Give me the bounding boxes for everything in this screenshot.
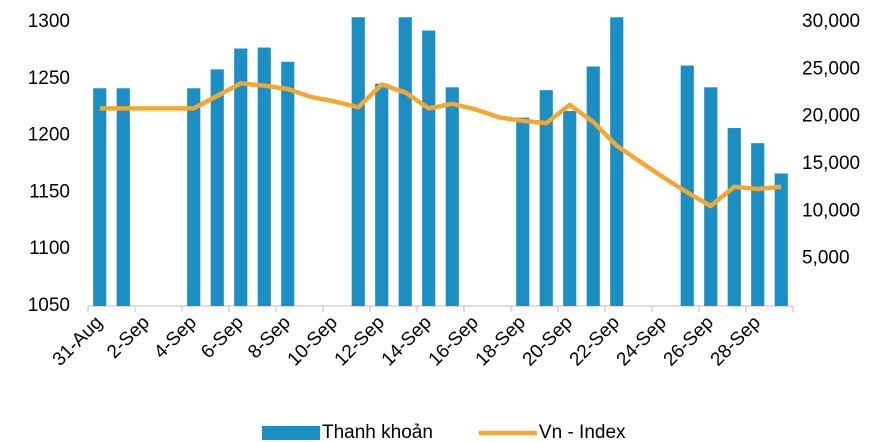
bar xyxy=(610,17,624,307)
bar xyxy=(445,87,459,306)
y2-tick-label: 5,000 xyxy=(802,248,850,269)
bar xyxy=(727,128,741,306)
x-tick-label: 14-Sep xyxy=(378,312,436,370)
bar xyxy=(351,17,365,307)
x-tick-label: 4-Sep xyxy=(150,312,201,363)
y2-tick-label: 20,000 xyxy=(802,106,860,127)
bar xyxy=(774,173,788,306)
y-tick-label: 1250 xyxy=(28,68,70,89)
x-tick-label: 12-Sep xyxy=(331,312,389,370)
bar xyxy=(751,143,765,306)
y-tick-label: 1200 xyxy=(28,125,70,146)
x-tick-label: 31-Aug xyxy=(49,312,107,370)
y2-tick-label: 30,000 xyxy=(802,11,860,32)
y-tick-label: 1100 xyxy=(29,238,70,259)
legend-swatch xyxy=(262,426,320,440)
bar xyxy=(281,61,295,307)
y2-tick-label: 25,000 xyxy=(802,58,860,79)
bar xyxy=(680,65,694,307)
bar xyxy=(210,69,224,306)
x-tick-label: 6-Sep xyxy=(197,312,248,363)
x-tick-label: 20-Sep xyxy=(519,312,577,370)
bar xyxy=(116,88,130,307)
y2-tick-label: 10,000 xyxy=(802,200,860,221)
bar xyxy=(516,117,530,306)
legend-label: Thanh khoản xyxy=(322,422,433,442)
bar xyxy=(234,48,248,307)
x-tick-label: 22-Sep xyxy=(566,312,624,370)
bar xyxy=(563,110,577,306)
y-tick-label: 1050 xyxy=(28,295,70,316)
y-tick-label: 1150 xyxy=(29,181,70,202)
bar xyxy=(422,30,436,307)
legend-label: Vn - Index xyxy=(539,422,626,442)
bar xyxy=(375,83,389,307)
bar xyxy=(257,47,271,307)
x-tick-label: 24-Sep xyxy=(613,312,671,370)
x-tick-label: 18-Sep xyxy=(472,312,530,370)
y2-tick-label: 15,000 xyxy=(802,153,860,174)
line xyxy=(99,81,782,209)
bar xyxy=(539,90,553,306)
x-tick-label: 26-Sep xyxy=(660,312,718,370)
x-tick-label: 28-Sep xyxy=(707,312,765,370)
bar xyxy=(398,17,412,307)
x-tick-label: 10-Sep xyxy=(284,312,342,370)
bar xyxy=(586,66,600,306)
x-tick-label: 2-Sep xyxy=(103,312,154,363)
bar xyxy=(704,87,718,306)
bar xyxy=(93,88,107,307)
bar xyxy=(187,88,201,307)
x-tick-label: 16-Sep xyxy=(425,312,483,370)
y-tick-label: 1300 xyxy=(28,11,70,32)
